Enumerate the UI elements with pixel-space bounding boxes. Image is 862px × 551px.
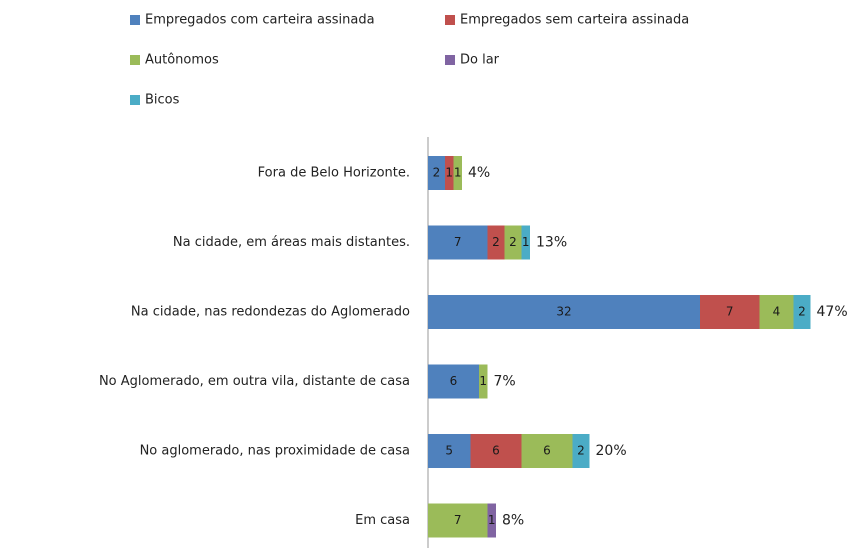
segment-label: 4: [773, 305, 781, 319]
total-label: 13%: [536, 235, 567, 251]
category-label: Na cidade, em áreas mais distantes.: [173, 235, 410, 250]
category-label: Na cidade, nas redondezas do Aglomerado: [131, 305, 410, 320]
segment-label: 2: [509, 235, 517, 249]
legend-label: Autônomos: [145, 53, 219, 68]
segment-label: 7: [726, 305, 734, 319]
bar-segment: [470, 434, 522, 468]
segment-label: 1: [454, 166, 462, 180]
legend-swatch: [130, 55, 140, 65]
segment-label: 6: [543, 444, 551, 458]
total-label: 7%: [494, 374, 516, 390]
legend-swatch: [130, 95, 140, 105]
bar-segment: [428, 225, 488, 260]
segment-label: 2: [433, 166, 441, 180]
segment-label: 6: [450, 374, 458, 388]
bar-segment: [428, 156, 445, 190]
legend-swatch: [130, 15, 140, 25]
legend-label: Bicos: [145, 93, 180, 108]
total-label: 8%: [502, 513, 524, 529]
bar-segment: [521, 225, 530, 260]
legend-swatch: [445, 15, 455, 25]
segment-label: 1: [445, 166, 453, 180]
legend-swatch: [445, 55, 455, 65]
legend-label: Empregados sem carteira assinada: [460, 13, 689, 28]
bar-segment: [700, 295, 760, 329]
segment-label: 5: [445, 444, 453, 458]
bar-segment: [428, 295, 700, 329]
segment-label: 1: [479, 374, 487, 388]
legend-label: Do lar: [460, 53, 500, 68]
category-label: Fora de Belo Horizonte.: [258, 166, 410, 181]
bar-segment: [479, 364, 488, 399]
legend-label: Empregados com carteira assinada: [145, 13, 375, 28]
category-label: Em casa: [355, 513, 410, 528]
category-label: No Aglomerado, em outra vila, distante d…: [99, 374, 410, 389]
bar-segment: [428, 434, 471, 468]
bar-segment: [428, 503, 488, 538]
category-label: No aglomerado, nas proximidade de casa: [140, 444, 410, 459]
segment-label: 2: [798, 305, 806, 319]
bar-segment: [572, 434, 590, 468]
total-label: 47%: [817, 304, 848, 320]
bar-segment: [445, 156, 454, 190]
bar-segment: [487, 503, 496, 538]
segment-label: 2: [577, 444, 585, 458]
total-label: 4%: [468, 165, 490, 181]
segment-label: 7: [454, 513, 462, 527]
segment-label: 32: [556, 305, 571, 319]
segment-label: 6: [492, 444, 500, 458]
bar-segment: [487, 225, 505, 260]
bar-segment: [793, 295, 811, 329]
total-label: 20%: [596, 443, 627, 459]
bar-segment: [504, 225, 522, 260]
segment-label: 1: [488, 513, 496, 527]
bar-segment: [428, 364, 479, 399]
bar-segment: [521, 434, 573, 468]
segment-label: 7: [454, 235, 462, 249]
segment-label: 2: [492, 235, 500, 249]
segment-label: 1: [522, 235, 530, 249]
bar-segment: [453, 156, 462, 190]
bar-segment: [759, 295, 794, 329]
